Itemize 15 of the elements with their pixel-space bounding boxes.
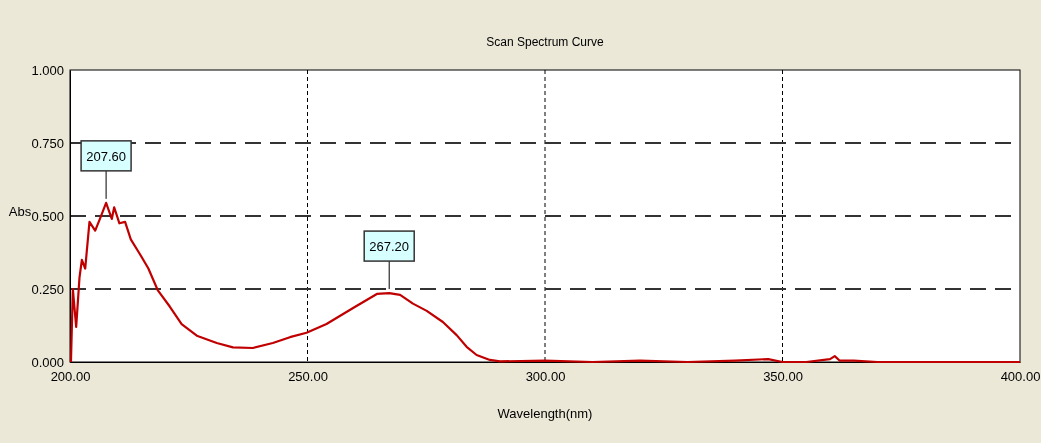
y-axis-title: Abs <box>8 204 32 219</box>
x-tick-label: 250.00 <box>288 369 328 385</box>
x-axis-title: Wavelength(nm) <box>497 406 593 421</box>
chart-title: Scan Spectrum Curve <box>486 35 605 49</box>
annotation: 207.60 <box>86 148 126 164</box>
annotation: 267.20 <box>369 239 410 255</box>
y-tick-label: 0.000 <box>31 354 64 370</box>
x-tick-label: 400.00 <box>1000 369 1041 385</box>
x-tick-label: 200.00 <box>50 369 91 385</box>
y-tick-label: 0.250 <box>31 281 64 297</box>
x-tick-label: 300.00 <box>525 369 566 385</box>
y-tick-label: 1.000 <box>31 62 64 78</box>
y-tick-label: 0.500 <box>31 208 64 224</box>
y-tick-label: 0.750 <box>31 135 64 151</box>
x-tick-label: 350.00 <box>763 369 803 385</box>
